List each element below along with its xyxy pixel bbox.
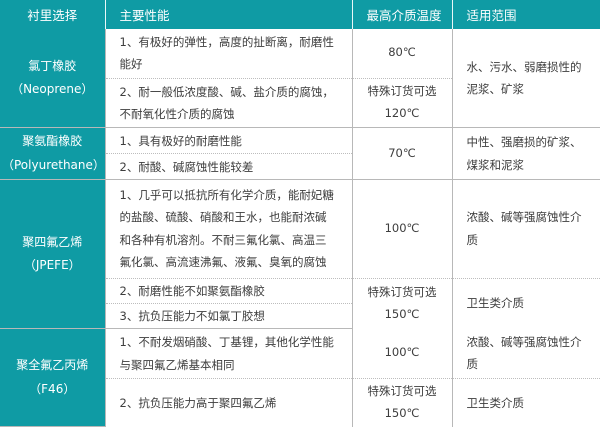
performance-line: 与聚四氟乙烯基本相同 — [119, 357, 235, 372]
performance-line: 3、抗负压能力不如氯丁胶想 — [119, 308, 265, 323]
scope-line: 浓酸、碱等强腐蚀性介 — [466, 334, 582, 349]
table-row: 2、抗负压能力高于聚四氟乙烯 特殊订货可选 150℃ 卫生类介质 — [0, 378, 600, 427]
scope-line: 质 — [466, 232, 479, 247]
performance-cell: 2、耐酸、碱腐蚀性能较差 — [105, 153, 353, 181]
performance-cell: 2、耐磨性能不如聚氨酯橡胶 — [105, 278, 353, 304]
temperature-line: 100℃ — [384, 345, 420, 360]
performance-cell: 1、几乎可以抵抗所有化学介质，能耐妃糖 的盐酸、硫酸、硝酸和王水，也能耐浓碱 和… — [105, 179, 353, 279]
table-row: 氯丁橡胶 （Neoprene） 1、有极好的弹性，高度的扯断离，耐磨性 能好 8… — [0, 29, 600, 129]
scope-cell: 浓酸、碱等强腐蚀性介 质 — [452, 179, 600, 279]
performance-cell: 1、有极好的弹性，高度的扯断离，耐磨性 能好 — [105, 29, 353, 79]
performance-cell: 3、抗负压能力不如氯丁胶想 — [105, 303, 353, 330]
performance-line: 不耐氧化性介质的腐蚀 — [119, 107, 235, 122]
performance-line: 1、具有极好的耐磨性能 — [119, 133, 242, 148]
performance-line: 2、耐一般低浓度酸、碱、盐介质的腐蚀， — [119, 84, 334, 99]
table-row: 2、耐磨性能不如聚氨酯橡胶 特殊订货可选 150℃ 卫生类介质 — [0, 278, 600, 329]
temperature-line: 150℃ — [384, 306, 420, 321]
temperature-line: 80℃ — [388, 45, 416, 60]
material-name-zh: 氯丁橡胶 — [28, 58, 77, 73]
performance-line: 2、耐磨性能不如聚氨酯橡胶 — [119, 283, 265, 298]
material-name-en: （JPEFE） — [23, 258, 81, 273]
scope-line: 卫生类介质 — [466, 395, 525, 410]
material-name-cell-polyurethane: 聚氨酯橡胶 （Polyurethane） — [0, 127, 106, 181]
column-header-max-medium-temperature: 最高介质温度 — [352, 0, 453, 29]
material-name-zh: 聚全氟乙丙烯 — [16, 358, 89, 373]
table-row: 2、耐一般低浓度酸、碱、盐介质的腐蚀， 不耐氧化性介质的腐蚀 特殊订货可选 12… — [0, 78, 600, 129]
scope-line: 浓酸、碱等强腐蚀性介 — [466, 210, 582, 225]
table-row: 3、抗负压能力不如氯丁胶想 — [0, 303, 600, 330]
temperature-line: 100℃ — [384, 220, 420, 235]
scope-line: 卫生类介质 — [466, 296, 525, 311]
table-row: 聚氨酯橡胶 （Polyurethane） 1、具有极好的耐磨性能 70℃ 中性、… — [0, 127, 600, 181]
temperature-cell: 70℃ — [352, 127, 453, 181]
performance-line: 能好 — [119, 57, 143, 72]
scope-cell: 卫生类介质 — [452, 378, 600, 427]
material-name-en: （Neoprene） — [11, 82, 94, 97]
column-header-application-scope: 适用范围 — [452, 0, 600, 29]
scope-line: 煤浆和泥浆 — [466, 157, 525, 172]
performance-line: 2、抗负压能力高于聚四氟乙烯 — [119, 395, 277, 410]
temperature-cell: 100℃ — [352, 328, 453, 380]
table-header: 衬里选择 主要性能 最高介质温度 适用范围 — [0, 0, 600, 29]
temperature-line: 特殊订货可选 — [367, 383, 437, 398]
material-name-zh: 聚氨酯橡胶 — [22, 134, 83, 149]
temperature-line: 特殊订货可选 — [367, 84, 437, 99]
table-row: 聚四氟乙烯 （JPEFE） 1、几乎可以抵抗所有化学介质，能耐妃糖 的盐酸、硫酸… — [0, 179, 600, 330]
performance-line: 1、几乎可以抵抗所有化学介质，能耐妃糖 — [119, 188, 334, 203]
material-name-en: （Polyurethane） — [2, 157, 105, 172]
performance-cell: 2、耐一般低浓度酸、碱、盐介质的腐蚀， 不耐氧化性介质的腐蚀 — [105, 78, 353, 129]
temperature-line: 特殊订货可选 — [367, 284, 437, 299]
column-header-main-performance: 主要性能 — [105, 0, 353, 29]
performance-line: 和各种有机溶剂。不耐三氟化氯、高温三 — [119, 232, 327, 247]
temperature-line: 150℃ — [384, 405, 420, 420]
table-row: 2、耐酸、碱腐蚀性能较差 — [0, 153, 600, 181]
performance-line: 氟化氯、高流速沸氟、液氟、臭氧的腐蚀 — [119, 255, 327, 270]
temperature-cell: 特殊订货可选 120℃ — [352, 78, 453, 129]
material-name-cell-neoprene: 氯丁橡胶 （Neoprene） — [0, 29, 106, 129]
material-name-cell-f46: 聚全氟乙丙烯 （F46） — [0, 328, 106, 427]
temperature-cell: 特殊订货可选 150℃ — [352, 278, 453, 329]
temperature-cell: 80℃ — [352, 29, 453, 79]
temperature-cell: 特殊订货可选 150℃ — [352, 378, 453, 427]
scope-line: 水、污水、弱磨损性的 — [466, 59, 582, 74]
scope-cell: 卫生类介质 — [452, 278, 600, 329]
scope-line: 质 — [466, 357, 479, 372]
performance-line: 1、有极好的弹性，高度的扯断离，耐磨性 — [119, 34, 334, 49]
scope-cell: 浓酸、碱等强腐蚀性介 质 — [452, 328, 600, 380]
table-body: 氯丁橡胶 （Neoprene） 1、有极好的弹性，高度的扯断离，耐磨性 能好 8… — [0, 29, 600, 427]
material-name-cell-jpefe: 聚四氟乙烯 （JPEFE） — [0, 179, 106, 330]
scope-line: 泥浆、矿浆 — [466, 82, 525, 97]
temperature-line: 70℃ — [388, 145, 416, 160]
temperature-cell: 100℃ — [352, 179, 453, 279]
table-header-row: 衬里选择 主要性能 最高介质温度 适用范围 — [0, 0, 600, 29]
table-row: 聚全氟乙丙烯 （F46） 1、不耐发烟硝酸、丁基锂，其他化学性能 与聚四氟乙烯基… — [0, 328, 600, 427]
material-name-zh: 聚四氟乙烯 — [22, 234, 83, 249]
column-header-lining-selection: 衬里选择 — [0, 0, 106, 29]
scope-line: 中性、强磨损的矿浆、 — [466, 135, 582, 150]
scope-cell: 水、污水、弱磨损性的 泥浆、矿浆 — [452, 29, 600, 129]
performance-cell: 1、具有极好的耐磨性能 — [105, 127, 353, 155]
performance-cell: 1、不耐发烟硝酸、丁基锂，其他化学性能 与聚四氟乙烯基本相同 — [105, 328, 353, 380]
scope-cell: 中性、强磨损的矿浆、 煤浆和泥浆 — [452, 127, 600, 181]
temperature-line: 120℃ — [384, 106, 420, 121]
performance-line: 1、不耐发烟硝酸、丁基锂，其他化学性能 — [119, 335, 334, 350]
performance-cell: 2、抗负压能力高于聚四氟乙烯 — [105, 378, 353, 427]
material-name-en: （F46） — [29, 381, 76, 396]
performance-line: 的盐酸、硫酸、硝酸和王水，也能耐浓碱 — [119, 210, 327, 225]
performance-line: 2、耐酸、碱腐蚀性能较差 — [119, 159, 254, 174]
